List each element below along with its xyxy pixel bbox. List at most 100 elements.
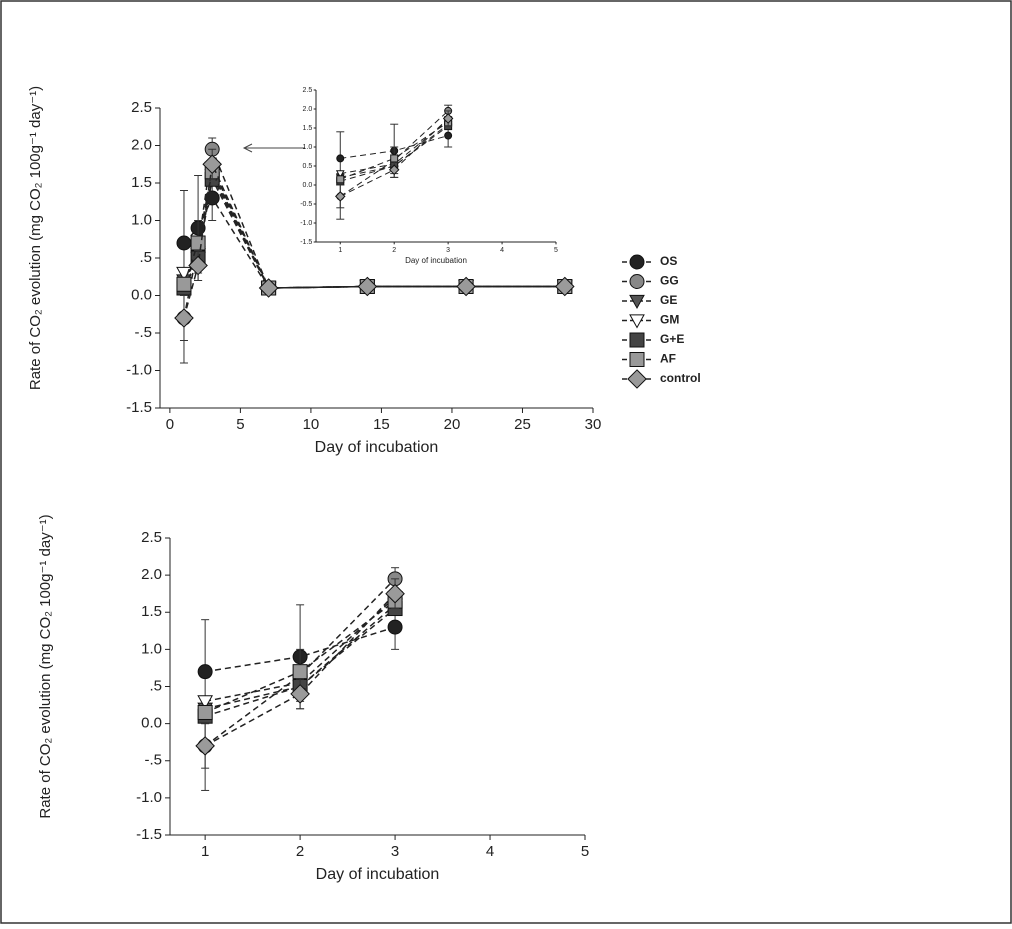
series-line [205,626,396,673]
y-tick-label: 1.5 [141,603,162,620]
legend-label: AF [660,352,676,366]
legend-marker [629,314,645,329]
x-tick-label: 15 [373,416,390,433]
legend-label: control [660,371,701,385]
data-point [442,113,454,124]
y-tick-label: 2.5 [141,529,162,546]
x-tick-label: 3 [391,843,399,860]
y-tick-label: 1.0 [131,211,152,228]
legend-label: G+E [660,332,684,346]
data-point [336,154,345,163]
data-point [202,154,222,175]
y-axis-label: Rate of CO₂ evolution (mg CO₂ 100g⁻¹ day… [37,514,54,818]
data-point [390,154,399,163]
y-tick-label: 2.0 [131,136,152,153]
y-tick-label: -1.0 [126,361,152,378]
data-point [176,276,192,292]
x-tick-label: 5 [554,247,558,254]
data-point [387,619,403,635]
x-tick-label: 4 [500,247,504,254]
y-tick-label: .5 [149,677,162,694]
y-tick-label: 0.0 [131,286,152,303]
series-line [204,596,396,703]
data-point [195,736,215,756]
y-tick-label: -1.0 [136,789,162,806]
x-tick-label: 25 [514,416,531,433]
series-line [340,125,449,182]
y-tick-label: 1.0 [303,144,313,151]
data-point [292,664,308,680]
x-tick-label: 1 [338,247,342,254]
x-tick-label: 2 [296,843,304,860]
series-line [204,604,396,710]
data-point [357,276,378,297]
x-tick-label: 20 [444,416,461,433]
x-tick-label: 3 [446,247,450,254]
data-point [190,235,206,251]
y-tick-label: 2.5 [131,99,152,116]
data-point [385,583,405,604]
series-line [183,169,565,289]
legend-label: GM [660,313,679,327]
x-tick-label: 10 [303,416,320,433]
x-axis-label: Day of incubation [315,439,439,456]
data-point [197,664,213,680]
x-tick-label: 5 [236,416,244,433]
legend-marker [629,332,645,348]
data-point [444,131,453,140]
x-tick-label: 0 [166,416,174,433]
y-tick-label: -0.5 [300,201,312,208]
series-line [183,165,565,289]
data-point [174,308,194,328]
legend-marker [629,274,645,289]
y-tick-label: -.5 [144,752,162,769]
x-tick-label: 2 [392,247,396,254]
x-tick-label: 5 [581,843,589,860]
y-tick-label: -1.5 [136,826,162,843]
series-line [204,593,396,747]
y-tick-label: 0.0 [141,715,162,732]
data-point [554,276,575,297]
y-tick-label: .5 [139,249,152,266]
y-tick-label: 0.5 [303,163,313,170]
legend-marker [629,352,645,367]
y-tick-label: 2.5 [303,87,313,94]
legend-label: GE [660,293,677,307]
data-point [456,276,476,297]
y-tick-label: 1.5 [131,174,152,191]
data-point [290,684,310,704]
y-tick-label: -1.5 [126,399,152,416]
y-tick-label: -1.5 [300,239,312,246]
y-tick-label: -1.0 [300,220,312,227]
legend-marker [629,294,645,310]
data-point [176,235,192,251]
series-line [183,161,565,319]
y-tick-label: 1.0 [141,640,162,657]
y-tick-label: 1.5 [303,125,313,132]
series-line [204,607,396,717]
legend-marker [627,369,647,389]
inset-arrowhead [242,143,253,153]
data-point [388,164,400,176]
y-axis-label: Rate of CO₂ evolution (mg CO₂ 100g⁻¹ day… [27,86,44,390]
data-point [336,175,345,184]
x-axis-label: Day of incubation [405,256,467,265]
x-tick-label: 1 [201,843,209,860]
y-tick-label: 2.0 [303,106,313,113]
series-line [183,176,565,289]
y-tick-label: 0.0 [303,182,313,189]
y-tick-label: -.5 [134,324,152,341]
data-point [197,695,213,710]
legend-marker [629,254,645,270]
y-tick-label: 2.0 [141,566,162,583]
x-tick-label: 30 [585,416,602,433]
x-tick-label: 4 [486,843,494,860]
data-point [188,255,208,276]
legend-label: OS [660,254,677,268]
series-line [340,121,449,180]
x-axis-label: Day of incubation [316,866,440,883]
data-point [197,704,213,720]
legend-label: GG [660,274,679,288]
